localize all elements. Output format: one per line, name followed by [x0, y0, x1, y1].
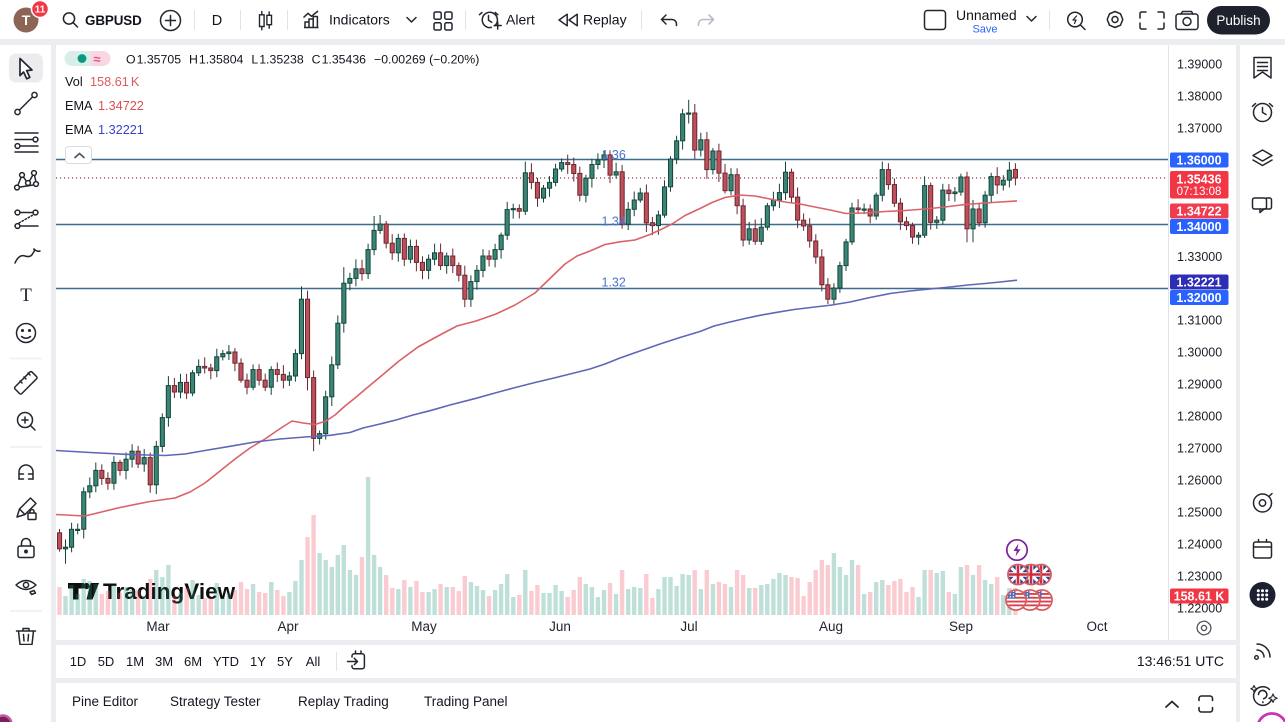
svg-text:1.32221: 1.32221: [1176, 276, 1221, 290]
svg-text:Apr: Apr: [277, 619, 299, 634]
svg-text:T: T: [22, 12, 31, 28]
svg-text:May: May: [411, 619, 437, 634]
svg-text:1.39000: 1.39000: [1177, 58, 1222, 72]
svg-text:1.28000: 1.28000: [1177, 410, 1222, 424]
svg-text:Sep: Sep: [949, 619, 973, 634]
svg-text:T: T: [20, 285, 32, 306]
svg-text:EMA: EMA: [65, 123, 93, 137]
svg-text:1.37000: 1.37000: [1177, 122, 1222, 136]
svg-text:Unnamed: Unnamed: [956, 7, 1017, 23]
svg-text:1.32: 1.32: [602, 276, 626, 290]
svg-text:1.35436: 1.35436: [1176, 173, 1221, 187]
svg-text:1.34722: 1.34722: [98, 99, 144, 113]
svg-text:Aug: Aug: [819, 619, 843, 634]
svg-text:1.22000: 1.22000: [1177, 602, 1222, 616]
svg-text:1.24000: 1.24000: [1177, 538, 1222, 552]
svg-text:07:13:08: 07:13:08: [1177, 186, 1222, 198]
svg-text:Indicators: Indicators: [329, 12, 390, 28]
svg-text:1.36000: 1.36000: [1176, 154, 1221, 168]
svg-text:1.34000: 1.34000: [1176, 220, 1221, 234]
svg-text:Mar: Mar: [146, 619, 170, 634]
svg-text:EMA: EMA: [65, 99, 93, 113]
svg-text:GBPUSD: GBPUSD: [85, 13, 142, 28]
svg-text:1.38000: 1.38000: [1177, 90, 1222, 104]
svg-text:1.32000: 1.32000: [1176, 291, 1221, 305]
svg-text:1.27000: 1.27000: [1177, 442, 1222, 456]
svg-text:1.34722: 1.34722: [1176, 205, 1221, 219]
svg-text:1.25000: 1.25000: [1177, 506, 1222, 520]
svg-text:1.34: 1.34: [602, 215, 626, 229]
svg-text:1.31000: 1.31000: [1177, 314, 1222, 328]
svg-text:Replay: Replay: [583, 12, 627, 28]
svg-text:1.36: 1.36: [602, 148, 626, 162]
svg-text:Publish: Publish: [1216, 13, 1260, 28]
svg-text:Vol: Vol: [65, 75, 83, 89]
svg-text:Jun: Jun: [549, 619, 571, 634]
svg-text:1.33000: 1.33000: [1177, 250, 1222, 264]
svg-text:≈: ≈: [93, 52, 100, 67]
svg-text:1.23000: 1.23000: [1177, 570, 1222, 584]
svg-text:158.61 K: 158.61 K: [1174, 590, 1225, 604]
svg-text:Oct: Oct: [1086, 619, 1107, 634]
svg-text:1.29000: 1.29000: [1177, 378, 1222, 392]
svg-text:1.30000: 1.30000: [1177, 346, 1222, 360]
svg-text:Save: Save: [972, 24, 997, 36]
svg-text:11: 11: [35, 5, 46, 16]
svg-text:1.32221: 1.32221: [98, 123, 144, 137]
svg-text:158.61K: 158.61 K: [90, 75, 140, 89]
svg-text:1.26000: 1.26000: [1177, 474, 1222, 488]
svg-text:TradingView: TradingView: [103, 579, 236, 604]
svg-text:Alert: Alert: [506, 12, 535, 28]
svg-text:Jul: Jul: [680, 619, 697, 634]
svg-text:D: D: [212, 13, 222, 29]
